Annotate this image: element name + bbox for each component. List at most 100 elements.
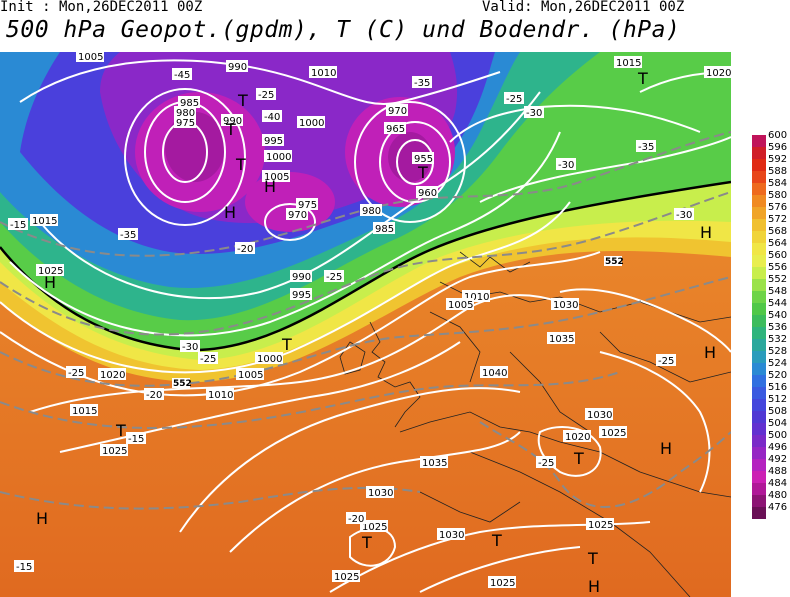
pressure-label: 995 (290, 288, 312, 301)
low-marker: T (115, 421, 126, 440)
legend-swatch (752, 363, 766, 375)
legend-swatch (752, 255, 766, 267)
svg-text:1010: 1010 (464, 292, 489, 303)
svg-text:-30: -30 (526, 108, 542, 119)
svg-text:-15: -15 (10, 220, 26, 231)
svg-text:1025: 1025 (601, 428, 626, 439)
svg-text:975: 975 (176, 118, 195, 129)
pressure-label: 1025 (360, 520, 388, 533)
svg-text:552: 552 (173, 379, 192, 389)
temperature-label: -20 (346, 512, 366, 525)
svg-text:1005: 1005 (448, 300, 473, 311)
temperature-label: -25 (656, 354, 676, 367)
svg-text:965: 965 (386, 124, 405, 135)
legend-label: 504 (768, 418, 788, 429)
legend-swatch (752, 231, 766, 243)
svg-text:1015: 1015 (72, 406, 97, 417)
svg-text:995: 995 (264, 136, 283, 147)
legend-label: 496 (768, 442, 788, 453)
low-marker: T (587, 549, 598, 568)
legend-swatch (752, 159, 766, 171)
pressure-label: 1025 (36, 264, 64, 277)
legend-swatch (752, 495, 766, 507)
svg-text:-25: -25 (326, 272, 342, 283)
svg-text:-20: -20 (237, 244, 253, 255)
coastlines (339, 251, 731, 597)
legend-swatch (752, 483, 766, 495)
legend-swatch (752, 243, 766, 255)
svg-text:1000: 1000 (266, 152, 291, 163)
svg-text:1025: 1025 (362, 522, 387, 533)
geopotential-labels: 552 552 (172, 256, 624, 389)
svg-text:1000: 1000 (299, 118, 324, 129)
temperature-label: -30 (180, 340, 200, 353)
legend-swatch (752, 147, 766, 159)
legend-label: 484 (768, 478, 788, 489)
legend-swatch (752, 435, 766, 447)
pressure-label: 1000 (255, 352, 283, 365)
pressure-label: 985 (178, 96, 200, 109)
temperature-label: -15 (8, 218, 28, 231)
svg-text:-25: -25 (68, 368, 84, 379)
color-legend: 600 596 592 588 584 580 576 572 568 564 560 556 552 5… (748, 131, 788, 520)
temperature-label: -40 (262, 110, 282, 123)
temperature-label: -25 (324, 270, 344, 283)
legend-label: 528 (768, 346, 788, 357)
legend-label: 500 (768, 430, 788, 441)
svg-text:1030: 1030 (439, 530, 464, 541)
pressure-label: 970 (286, 208, 308, 221)
legend-label: 476 (768, 502, 788, 513)
legend-swatch (752, 279, 766, 291)
legend-swatch (752, 447, 766, 459)
svg-text:985: 985 (375, 224, 394, 235)
pressure-label: 1025 (488, 576, 516, 589)
pressure-label: 1005 (236, 368, 264, 381)
pressure-label: 960 (416, 186, 438, 199)
temperature-labels: -45 -25 -40 -35 -30 -25 -15 -20 -35 -30 … (8, 68, 694, 573)
low-marker: T (361, 533, 372, 552)
svg-text:970: 970 (288, 210, 307, 221)
high-marker: H (704, 343, 716, 362)
svg-text:1025: 1025 (490, 578, 515, 589)
legend-swatch (752, 207, 766, 219)
pressure-labels: 1005 990 1010 1015 1020 985 980 975 990 … (30, 52, 731, 589)
low-marker: T (235, 155, 246, 174)
legend-label: 524 (768, 358, 788, 369)
field-core-west (165, 112, 225, 182)
pressure-label: 1025 (100, 444, 128, 457)
legend-label: 596 (768, 142, 788, 153)
svg-text:1025: 1025 (588, 520, 613, 531)
temperature-label: -25 (504, 92, 524, 105)
svg-text:970: 970 (388, 106, 407, 117)
legend-label: 544 (768, 298, 788, 309)
pressure-label: 990 (290, 270, 312, 283)
legend-swatch (752, 459, 766, 471)
valid-time: Valid: Mon,26DEC2011 00Z (482, 0, 685, 15)
low-marker: T (281, 335, 292, 354)
pressure-label: 980 (360, 204, 382, 217)
pressure-label: 990 (221, 114, 243, 127)
low-marker: T (491, 531, 502, 550)
svg-text:1040: 1040 (482, 368, 507, 379)
temperature-label: -45 (172, 68, 192, 81)
legend-label: 580 (768, 190, 788, 201)
legend-label: 592 (768, 154, 788, 165)
legend-swatch (752, 195, 766, 207)
low-marker: T (637, 69, 648, 88)
high-marker: H (36, 509, 48, 528)
legend-label: 488 (768, 466, 788, 477)
temperature-label: -15 (14, 560, 34, 573)
temperature-label: -15 (126, 432, 146, 445)
isobars (0, 59, 731, 593)
pressure-label: 995 (262, 134, 284, 147)
svg-text:1035: 1035 (422, 458, 447, 469)
legend-label: 508 (768, 406, 788, 417)
pressure-label: 1030 (437, 528, 465, 541)
pressure-label: 1025 (332, 570, 360, 583)
pressure-label: 955 (412, 152, 434, 165)
low-marker: T (573, 449, 584, 468)
svg-text:980: 980 (362, 206, 381, 217)
svg-text:-25: -25 (658, 356, 674, 367)
pressure-label: 1025 (599, 426, 627, 439)
legend-swatch (752, 291, 766, 303)
